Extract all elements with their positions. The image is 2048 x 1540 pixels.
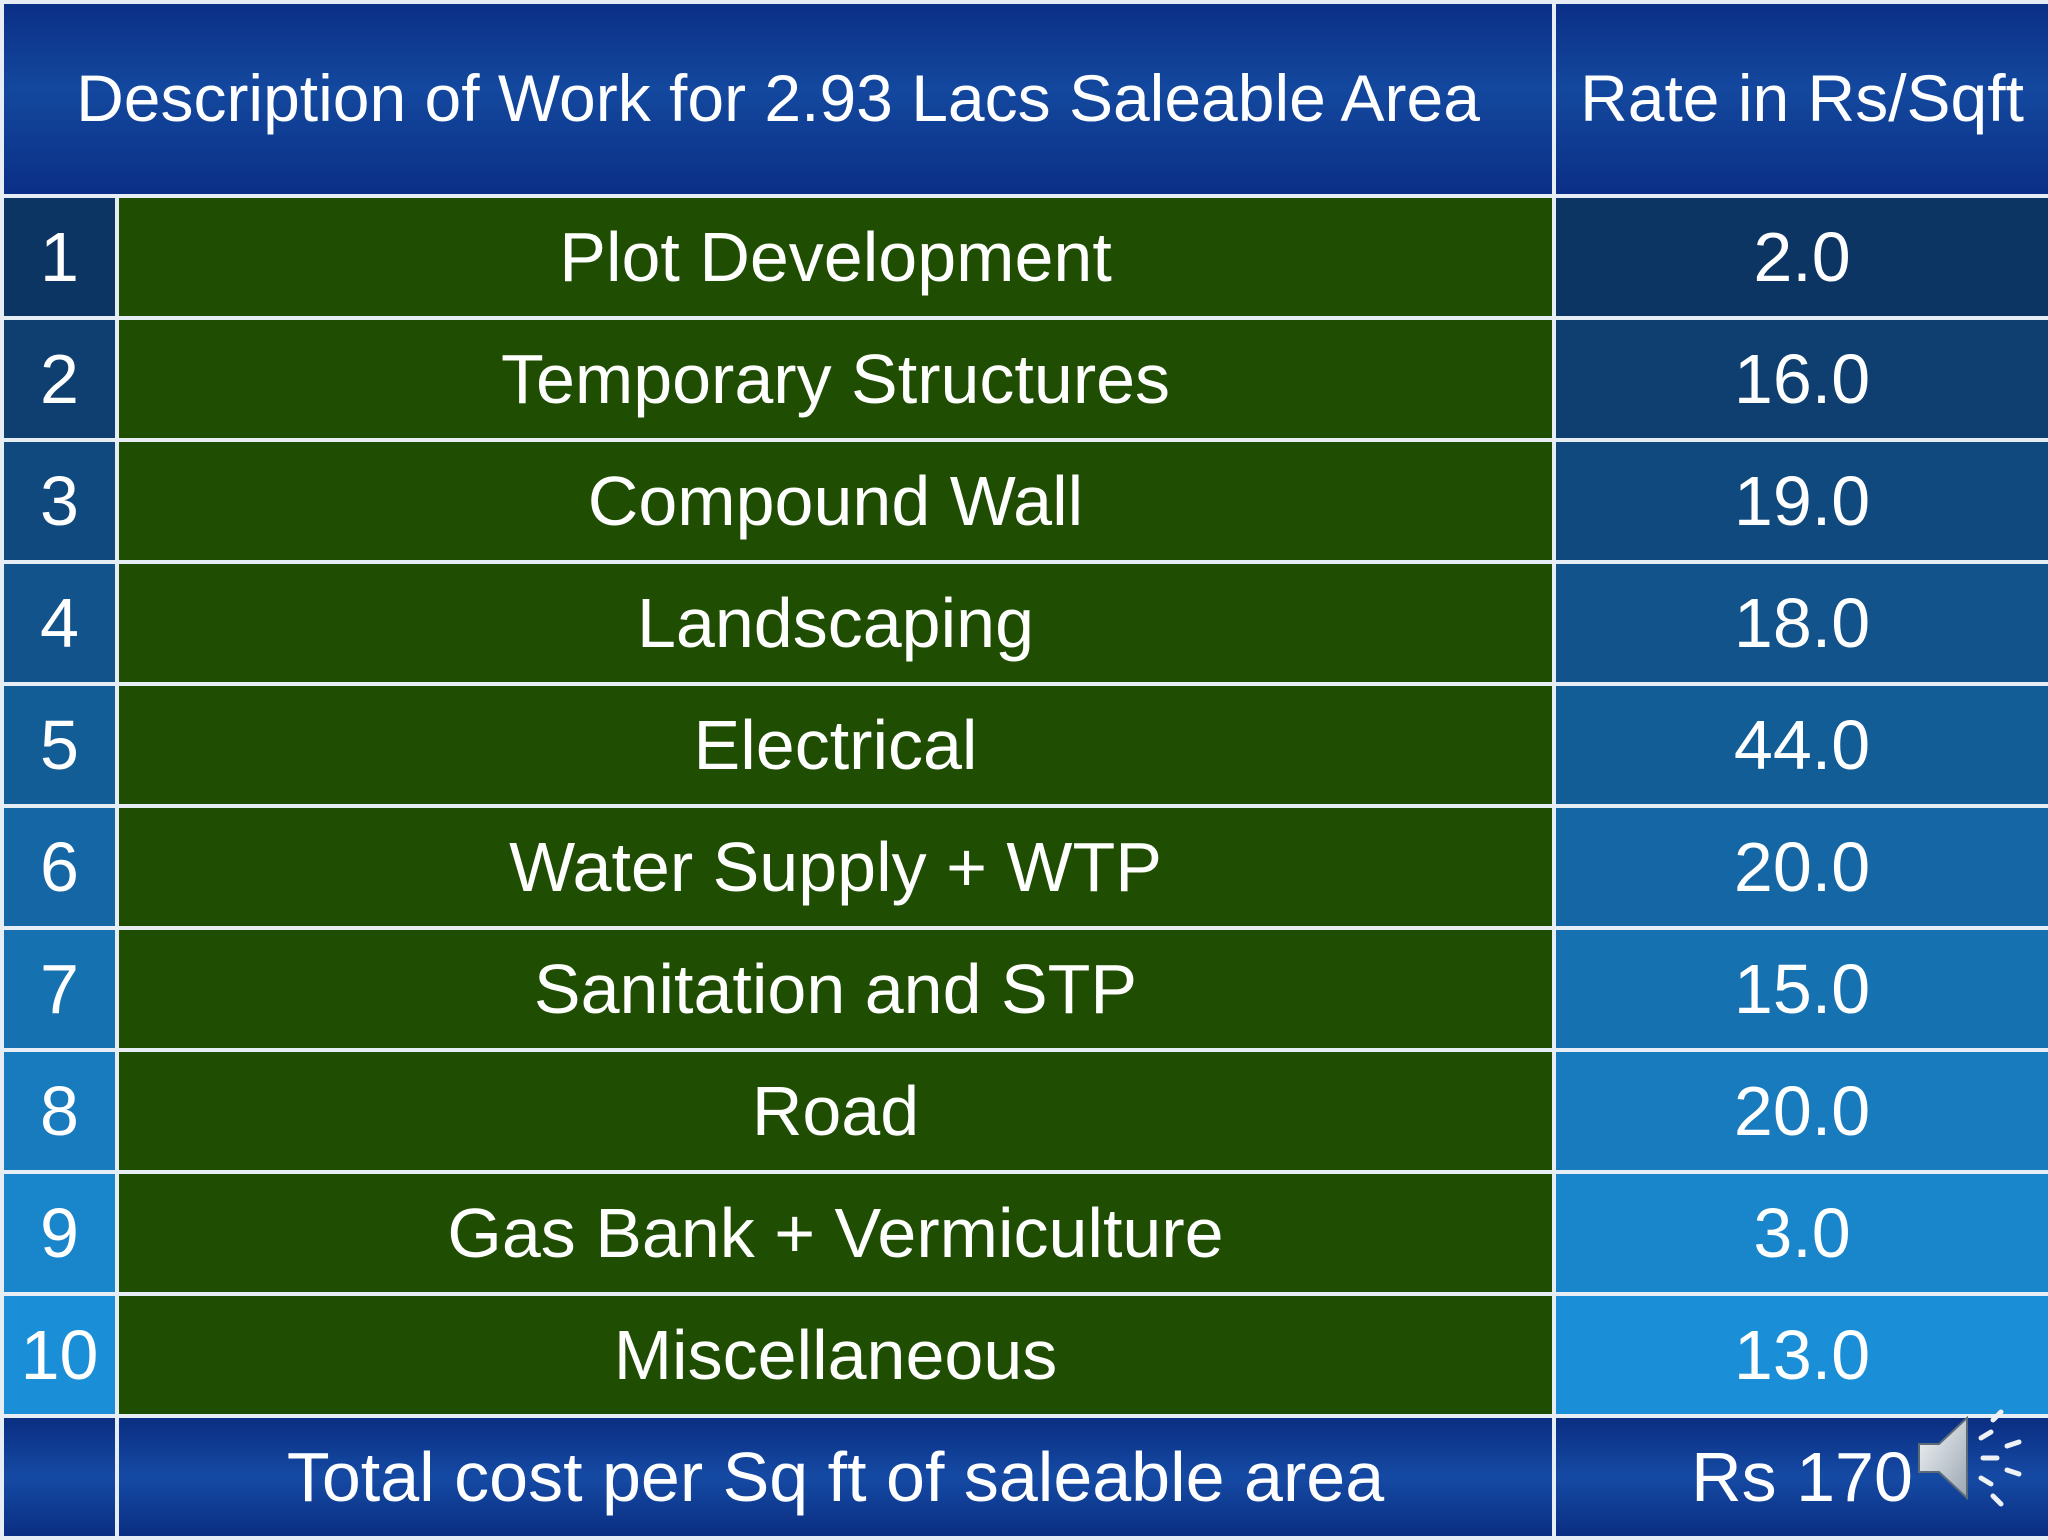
row-description: Road [114, 1048, 1557, 1174]
header-rate: Rate in Rs/Sqft [1552, 0, 2048, 198]
table-row: 10 Miscellaneous 13.0 [0, 1292, 2048, 1418]
row-description: Temporary Structures [114, 316, 1557, 442]
row-number: 8 [0, 1048, 119, 1174]
table-row: 5 Electrical 44.0 [0, 682, 2048, 808]
row-rate: 44.0 [1552, 682, 2048, 808]
table-row: 1 Plot Development 2.0 [0, 194, 2048, 320]
total-value: Rs 170 [1691, 1438, 1913, 1516]
row-number: 4 [0, 560, 119, 686]
row-description: Water Supply + WTP [114, 804, 1557, 930]
row-rate: 20.0 [1552, 1048, 2048, 1174]
header-description: Description of Work for 2.93 Lacs Saleab… [0, 0, 1557, 198]
row-number: 6 [0, 804, 119, 930]
total-label: Total cost per Sq ft of saleable area [114, 1414, 1557, 1540]
row-number: 5 [0, 682, 119, 808]
row-description: Plot Development [114, 194, 1557, 320]
row-description: Sanitation and STP [114, 926, 1557, 1052]
row-description: Gas Bank + Vermiculture [114, 1170, 1557, 1296]
row-rate: 13.0 [1552, 1292, 2048, 1418]
table-row: 3 Compound Wall 19.0 [0, 438, 2048, 564]
row-number: 9 [0, 1170, 119, 1296]
row-number: 1 [0, 194, 119, 320]
row-rate: 20.0 [1552, 804, 2048, 930]
table-row: 4 Landscaping 18.0 [0, 560, 2048, 686]
speaker-icon[interactable] [1915, 1408, 2025, 1508]
row-rate: 19.0 [1552, 438, 2048, 564]
row-rate: 2.0 [1552, 194, 2048, 320]
row-number: 3 [0, 438, 119, 564]
total-row: Total cost per Sq ft of saleable area Rs… [0, 1414, 2048, 1540]
row-number: 10 [0, 1292, 119, 1418]
table-row: 7 Sanitation and STP 15.0 [0, 926, 2048, 1052]
row-description: Landscaping [114, 560, 1557, 686]
row-description: Compound Wall [114, 438, 1557, 564]
row-rate: 16.0 [1552, 316, 2048, 442]
row-rate: 15.0 [1552, 926, 2048, 1052]
table-row: 2 Temporary Structures 16.0 [0, 316, 2048, 442]
row-number: 7 [0, 926, 119, 1052]
table-row: 9 Gas Bank + Vermiculture 3.0 [0, 1170, 2048, 1296]
row-number: 2 [0, 316, 119, 442]
row-description: Electrical [114, 682, 1557, 808]
row-description: Miscellaneous [114, 1292, 1557, 1418]
table-row: 8 Road 20.0 [0, 1048, 2048, 1174]
table-row: 6 Water Supply + WTP 20.0 [0, 804, 2048, 930]
total-empty-cell [0, 1414, 119, 1540]
row-rate: 3.0 [1552, 1170, 2048, 1296]
row-rate: 18.0 [1552, 560, 2048, 686]
header-row: Description of Work for 2.93 Lacs Saleab… [0, 0, 2048, 198]
